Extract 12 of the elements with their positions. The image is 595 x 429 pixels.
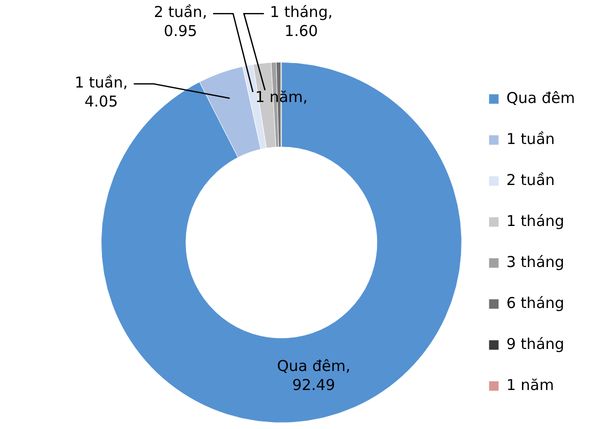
legend-label: 6 tháng <box>506 294 564 312</box>
data-label: 1 tuần, 4.05 <box>74 73 128 110</box>
data-label: 1 tháng, 1.60 <box>270 2 333 40</box>
legend-label: 9 tháng <box>506 334 564 353</box>
legend-label: 1 tuần <box>506 130 555 148</box>
data-label: 2 tuần, 0.95 <box>154 2 208 40</box>
legend-label: 3 tháng <box>506 252 564 271</box>
legend-label: 2 tuần <box>506 170 555 189</box>
legend-label: 1 năm <box>506 376 554 394</box>
data-label: Qua đêm, 92.49 <box>276 356 350 394</box>
legend-label: Qua đêm <box>506 88 576 107</box>
legend-label: 1 tháng <box>506 212 564 230</box>
